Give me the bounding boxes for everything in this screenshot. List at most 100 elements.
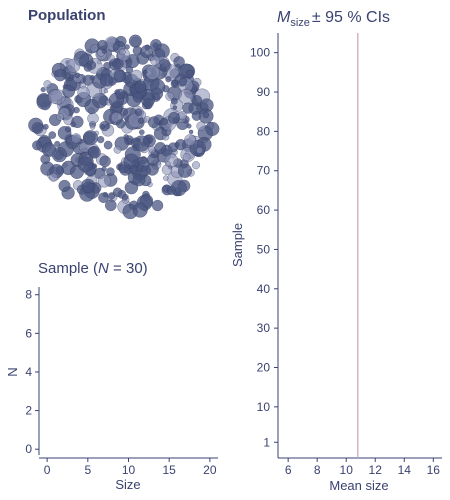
population-dot — [147, 116, 160, 129]
population-dot — [113, 69, 127, 83]
sample-title-value: 30 — [126, 260, 143, 277]
mean-ci-title-var: M — [277, 9, 291, 26]
population-dot — [132, 173, 146, 187]
sample-histogram-panel: Sample (N = 30) 0 5 10 15 20 0 2 4 6 8 Size N — [5, 260, 218, 492]
mean-ci-x-tick-label: 14 — [398, 463, 412, 477]
population-dot — [146, 153, 160, 167]
population-dot — [87, 145, 101, 159]
population-dot — [108, 192, 116, 200]
population-dot — [106, 167, 115, 177]
population-dot — [178, 77, 188, 87]
population-dot — [56, 99, 62, 105]
population-dot — [41, 142, 57, 157]
population-title: Population — [28, 7, 106, 24]
population-dot — [48, 131, 57, 139]
mean-ci-y-tick-label: 90 — [257, 85, 271, 99]
mean-ci-y-tick-label: 20 — [257, 360, 271, 374]
population-dot — [28, 117, 44, 133]
population-dot — [49, 172, 58, 182]
population-dot — [87, 112, 99, 125]
population-dot — [99, 155, 111, 168]
histogram-y-tick-label: 0 — [25, 442, 32, 456]
population-dot — [42, 123, 49, 130]
histogram-x-tick-label: 20 — [203, 463, 217, 477]
population-dot — [171, 79, 178, 87]
population-dot — [177, 163, 193, 178]
population-dot — [132, 202, 148, 218]
mean-ci-panel: Msize ± 95 % CIs 6 8 10 12 14 16 1 10 20 30 40 50 60 7… — [230, 9, 442, 493]
mean-ci-x-tick-label: 16 — [427, 463, 441, 477]
sample-title-prefix: Sample — [38, 260, 89, 277]
population-dot — [196, 146, 204, 154]
population-dot — [191, 161, 201, 170]
population-dot — [115, 88, 126, 100]
population-dot — [83, 63, 92, 72]
population-dot — [150, 39, 162, 51]
mean-ci-x-tick-label: 12 — [369, 463, 383, 477]
population-dot — [90, 44, 99, 53]
mean-ci-x-axis-label: Mean size — [329, 478, 388, 493]
population-dot — [133, 135, 150, 152]
histogram-x-tick-label: 10 — [122, 463, 136, 477]
mean-ci-y-tick-label: 40 — [257, 282, 271, 296]
population-dot — [113, 145, 122, 154]
population-dot — [134, 80, 147, 93]
histogram-x-axis-label: Size — [115, 477, 140, 492]
mean-ci-y-tick-label: 50 — [257, 242, 271, 256]
mean-ci-title-rest: ± 95 % CIs — [312, 9, 390, 26]
population-dot — [160, 117, 169, 126]
histogram-y-tick-label: 8 — [25, 288, 32, 302]
population-dot — [196, 121, 206, 131]
mean-ci-y-tick-label: 80 — [257, 124, 271, 138]
population-dot — [98, 192, 109, 203]
population-dot — [54, 69, 67, 82]
population-dot — [134, 108, 143, 117]
population-dot — [97, 174, 111, 188]
population-dot — [188, 129, 194, 135]
histogram-y-axis-label: N — [5, 367, 20, 376]
population-dot — [71, 115, 84, 129]
population-dot — [205, 121, 220, 136]
population-dot — [77, 86, 90, 99]
population-dot — [62, 85, 76, 98]
histogram-x-tick-label: 5 — [84, 463, 91, 477]
sample-title: Sample (N = 30) — [38, 260, 148, 277]
population-dot — [167, 111, 181, 124]
population-dot — [144, 50, 150, 56]
population-dot — [165, 161, 171, 167]
mean-ci-x-tick-label: 6 — [285, 463, 292, 477]
population-dot — [40, 86, 46, 93]
mean-ci-y-tick-label: 70 — [257, 164, 271, 178]
histogram-y-tick-label: 2 — [25, 404, 32, 418]
population-dot — [97, 39, 108, 51]
histogram-x-tick-label: 15 — [163, 463, 177, 477]
population-dot — [116, 119, 126, 129]
mean-ci-y-tick-label: 100 — [250, 46, 270, 60]
histogram-y-tick-label: 4 — [25, 365, 32, 379]
population-dot — [123, 134, 129, 140]
population-dot — [165, 91, 175, 101]
mean-ci-title-sub: size — [290, 17, 310, 29]
population-dot — [140, 165, 151, 176]
histogram-x-tick-label: 0 — [44, 463, 51, 477]
population-dot — [103, 140, 113, 150]
population-dot — [186, 123, 192, 129]
population-dot — [104, 199, 117, 212]
mean-ci-y-tick-label: 10 — [257, 400, 271, 414]
mean-ci-y-axis-label: Sample — [230, 223, 245, 267]
population-dot — [82, 181, 95, 194]
population-dot — [172, 105, 178, 110]
population-dot — [149, 79, 166, 95]
population-dot — [142, 69, 148, 75]
population-dot — [138, 129, 145, 136]
population-dot — [97, 135, 105, 144]
mean-ci-title: Msize ± 95 % CIs — [277, 9, 390, 29]
population-dot — [69, 74, 75, 80]
population-dot — [163, 175, 169, 181]
population-dot — [99, 73, 113, 87]
population-dot — [32, 140, 42, 151]
population-dot — [154, 142, 167, 155]
population-dot — [74, 72, 81, 79]
population-dot — [100, 124, 106, 130]
